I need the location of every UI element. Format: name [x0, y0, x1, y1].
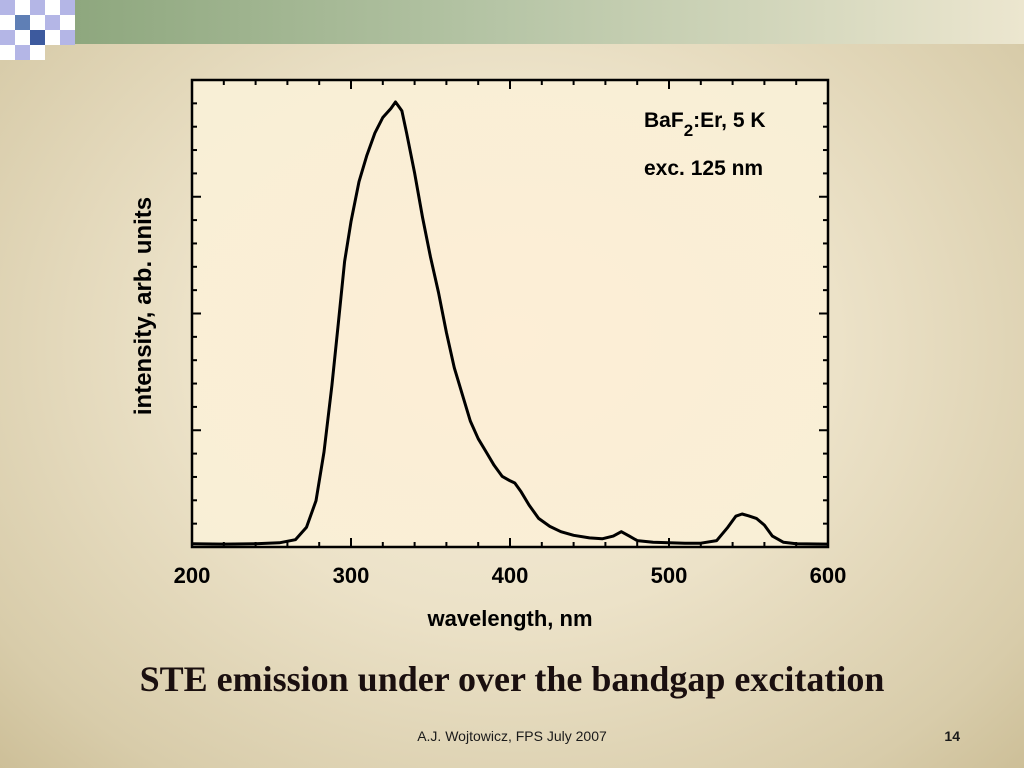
annotation-excitation: exc. 125 nm — [644, 157, 763, 180]
deco-square — [0, 15, 15, 30]
deco-square — [0, 45, 15, 60]
deco-square — [60, 15, 75, 30]
deco-square — [30, 15, 45, 30]
x-tick-label: 500 — [651, 563, 688, 588]
deco-square — [0, 0, 15, 15]
x-tick-label: 300 — [333, 563, 370, 588]
x-axis-label: wavelength, nm — [427, 606, 593, 631]
series-line — [192, 100, 828, 546]
header-bar — [74, 0, 1024, 44]
deco-square — [0, 30, 15, 45]
x-tick-label: 600 — [810, 563, 847, 588]
deco-square — [15, 30, 30, 45]
x-tick-label: 400 — [492, 563, 529, 588]
annotation-sample-rest: :Er, 5 K — [693, 109, 765, 132]
deco-square — [15, 0, 30, 15]
plot-area — [190, 78, 830, 549]
deco-square — [60, 30, 75, 45]
axis-ticks — [191, 79, 829, 548]
deco-square — [30, 0, 45, 15]
annotation-sample-subscript: 2 — [684, 121, 693, 140]
deco-square — [45, 30, 60, 45]
y-axis-label: intensity, arb. units — [130, 196, 157, 416]
slide-caption: STE emission under over the bandgap exci… — [139, 659, 885, 699]
deco-square — [60, 0, 75, 15]
deco-square — [15, 45, 30, 60]
x-tick-label: 200 — [174, 563, 211, 588]
annotation-sample: BaF2:Er, 5 K — [644, 109, 766, 140]
title-decoration — [0, 0, 1024, 60]
deco-square — [45, 15, 60, 30]
deco-square — [45, 0, 60, 15]
deco-square — [15, 15, 30, 30]
x-tick-labels: 200 300 400 500 600 — [174, 563, 847, 588]
page-number: 14 — [944, 728, 960, 744]
footer-credit: A.J. Wojtowicz, FPS July 2007 — [417, 728, 607, 744]
annotation-sample-base: BaF — [644, 109, 684, 132]
deco-square — [30, 45, 45, 60]
deco-square — [30, 30, 45, 45]
